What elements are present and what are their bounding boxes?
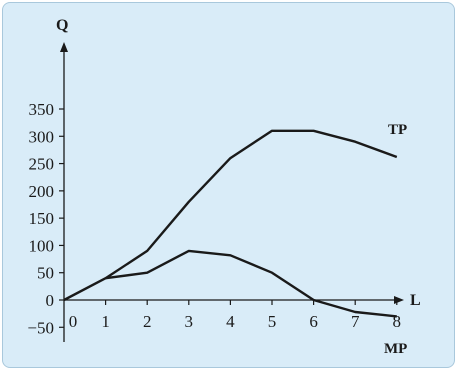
x-axis-arrow-icon	[394, 296, 404, 304]
y-tick-label: 0	[46, 291, 55, 310]
series: TP MP	[63, 122, 407, 357]
x-axis-title: L	[410, 292, 421, 309]
y-axis-arrow-icon	[60, 42, 68, 52]
y-tick-label: 100	[29, 236, 55, 255]
series-label-mp: MP	[384, 341, 407, 357]
y-tick-label: 350	[29, 100, 55, 119]
y-tick-label: 200	[29, 182, 55, 201]
y-tick-label: 150	[29, 209, 55, 228]
x-tick-label: 2	[143, 312, 152, 331]
series-line-mp	[105, 249, 397, 318]
y-tick-label: 300	[29, 127, 55, 146]
x-tick-label: 8	[393, 312, 402, 331]
x-tick-label: 6	[309, 312, 318, 331]
series-label-tp: TP	[388, 122, 407, 138]
axes	[60, 42, 404, 342]
y-tick-label: −50	[27, 318, 54, 337]
ticks: −50 0 50 100 150 200 250 300 350 0 1 2 3 4 5 6 7 8	[27, 100, 401, 337]
x-tick-label: 0	[69, 312, 78, 331]
y-tick-label: 50	[37, 264, 54, 283]
y-tick-label: 250	[29, 155, 55, 174]
x-tick-label: 3	[185, 312, 194, 331]
x-tick-label: 1	[101, 312, 110, 331]
y-axis-title: Q	[56, 17, 68, 34]
x-tick-label: 5	[268, 312, 277, 331]
x-tick-label: 4	[226, 312, 235, 331]
x-tick-label: 7	[351, 312, 360, 331]
series-line-tp	[63, 129, 398, 302]
